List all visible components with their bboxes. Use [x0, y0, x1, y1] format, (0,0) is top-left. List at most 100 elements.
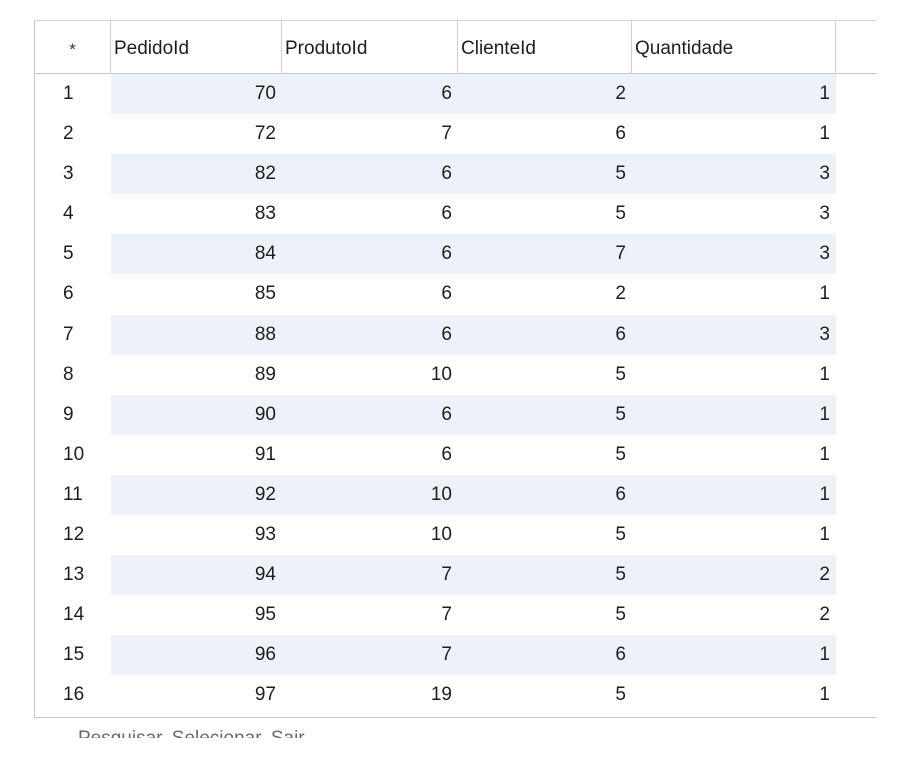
cell-quantidade[interactable]: 2	[632, 555, 836, 596]
cell-pedidoid[interactable]: 70	[111, 74, 282, 115]
cell-clienteid[interactable]: 6	[458, 114, 632, 155]
row-number[interactable]: 2	[35, 114, 111, 155]
cell-pedidoid[interactable]: 83	[111, 194, 282, 235]
cell-quantidade[interactable]: 1	[632, 434, 836, 475]
table-row[interactable]: 13 94 7 5 2	[35, 555, 877, 596]
row-number[interactable]: 9	[35, 394, 111, 435]
cell-clienteid[interactable]: 6	[458, 474, 632, 516]
cell-quantidade[interactable]: 3	[632, 194, 836, 235]
cell-clienteid[interactable]: 5	[458, 154, 632, 195]
cell-quantidade[interactable]: 1	[632, 515, 836, 556]
cell-clienteid[interactable]: 6	[458, 314, 632, 355]
table-row[interactable]: 3 82 6 5 3	[35, 154, 877, 195]
cell-pedidoid[interactable]: 72	[111, 114, 282, 155]
table-row[interactable]: 15 96 7 6 1	[35, 635, 877, 676]
cell-pedidoid[interactable]: 93	[111, 515, 282, 556]
table-row[interactable]: 6 85 6 2 1	[35, 274, 877, 315]
cell-clienteid[interactable]: 5	[458, 394, 632, 435]
column-header-pedidoid[interactable]: PedidoId	[111, 21, 282, 73]
cell-quantidade[interactable]: 1	[632, 675, 836, 716]
row-number[interactable]: 8	[35, 354, 111, 395]
row-number[interactable]: 10	[35, 434, 111, 475]
cell-clienteid[interactable]: 5	[458, 515, 632, 556]
cell-produtoid[interactable]: 7	[282, 635, 458, 676]
cell-produtoid[interactable]: 6	[282, 434, 458, 475]
cell-pedidoid[interactable]: 89	[111, 354, 282, 395]
table-row[interactable]: 11 92 10 6 1	[35, 474, 877, 516]
cell-clienteid[interactable]: 7	[458, 234, 632, 275]
cell-clienteid[interactable]: 5	[458, 434, 632, 475]
row-number[interactable]: 1	[35, 74, 111, 115]
cell-clienteid[interactable]: 5	[458, 675, 632, 716]
row-number[interactable]: 13	[35, 555, 111, 596]
cell-produtoid[interactable]: 10	[282, 474, 458, 516]
cell-produtoid[interactable]: 6	[282, 154, 458, 195]
cell-pedidoid[interactable]: 85	[111, 274, 282, 315]
row-number[interactable]: 5	[35, 234, 111, 275]
cell-pedidoid[interactable]: 92	[111, 474, 282, 516]
cell-pedidoid[interactable]: 84	[111, 234, 282, 275]
table-row[interactable]: 10 91 6 5 1	[35, 434, 877, 475]
cell-pedidoid[interactable]: 97	[111, 675, 282, 716]
table-row[interactable]: 4 83 6 5 3	[35, 194, 877, 235]
table-row[interactable]: 5 84 6 7 3	[35, 234, 877, 275]
cell-produtoid[interactable]: 6	[282, 394, 458, 435]
cell-quantidade[interactable]: 3	[632, 314, 836, 355]
row-number[interactable]: 6	[35, 274, 111, 315]
cell-clienteid[interactable]: 5	[458, 595, 632, 636]
row-number[interactable]: 7	[35, 314, 111, 355]
row-number[interactable]: 4	[35, 194, 111, 235]
cell-clienteid[interactable]: 2	[458, 274, 632, 315]
table-row[interactable]: 8 89 10 5 1	[35, 354, 877, 395]
column-header-quantidade[interactable]: Quantidade	[632, 21, 836, 73]
cell-quantidade[interactable]: 2	[632, 595, 836, 636]
row-number[interactable]: 16	[35, 675, 111, 716]
cell-pedidoid[interactable]: 90	[111, 394, 282, 435]
cell-produtoid[interactable]: 6	[282, 314, 458, 355]
cell-clienteid[interactable]: 5	[458, 555, 632, 596]
cell-produtoid[interactable]: 10	[282, 515, 458, 556]
cell-quantidade[interactable]: 3	[632, 154, 836, 195]
cell-produtoid[interactable]: 7	[282, 555, 458, 596]
cell-quantidade[interactable]: 1	[632, 635, 836, 676]
results-grid[interactable]: * PedidoId ProdutoId ClienteId Quantidad…	[34, 20, 877, 718]
cell-produtoid[interactable]: 10	[282, 354, 458, 395]
cell-quantidade[interactable]: 3	[632, 234, 836, 275]
row-number[interactable]: 12	[35, 515, 111, 556]
row-number[interactable]: 11	[35, 474, 111, 516]
cell-clienteid[interactable]: 5	[458, 194, 632, 235]
cell-produtoid[interactable]: 7	[282, 595, 458, 636]
cell-clienteid[interactable]: 2	[458, 74, 632, 115]
column-header-clienteid[interactable]: ClienteId	[458, 21, 632, 73]
table-row[interactable]: 12 93 10 5 1	[35, 515, 877, 556]
cell-pedidoid[interactable]: 95	[111, 595, 282, 636]
cell-clienteid[interactable]: 6	[458, 635, 632, 676]
table-row[interactable]: 7 88 6 6 3	[35, 314, 877, 355]
cell-clienteid[interactable]: 5	[458, 354, 632, 395]
table-row[interactable]: 16 97 19 5 1	[35, 675, 877, 716]
row-number[interactable]: 15	[35, 635, 111, 676]
cell-quantidade[interactable]: 1	[632, 354, 836, 395]
cell-produtoid[interactable]: 19	[282, 675, 458, 716]
row-selector-header[interactable]: *	[35, 21, 111, 73]
column-header-produtoid[interactable]: ProdutoId	[282, 21, 458, 73]
cell-produtoid[interactable]: 7	[282, 114, 458, 155]
cell-pedidoid[interactable]: 96	[111, 635, 282, 676]
cell-produtoid[interactable]: 6	[282, 74, 458, 115]
row-number[interactable]: 3	[35, 154, 111, 195]
cell-quantidade[interactable]: 1	[632, 274, 836, 315]
cell-produtoid[interactable]: 6	[282, 234, 458, 275]
cell-quantidade[interactable]: 1	[632, 474, 836, 516]
cell-produtoid[interactable]: 6	[282, 274, 458, 315]
table-row[interactable]: 1 70 6 2 1	[35, 74, 877, 115]
row-number[interactable]: 14	[35, 595, 111, 636]
table-row[interactable]: 2 72 7 6 1	[35, 114, 877, 155]
cell-pedidoid[interactable]: 82	[111, 154, 282, 195]
cell-produtoid[interactable]: 6	[282, 194, 458, 235]
table-row[interactable]: 9 90 6 5 1	[35, 394, 877, 435]
cell-quantidade[interactable]: 1	[632, 74, 836, 115]
cell-quantidade[interactable]: 1	[632, 394, 836, 435]
cell-pedidoid[interactable]: 88	[111, 314, 282, 355]
cell-pedidoid[interactable]: 94	[111, 555, 282, 596]
table-row[interactable]: 14 95 7 5 2	[35, 595, 877, 636]
